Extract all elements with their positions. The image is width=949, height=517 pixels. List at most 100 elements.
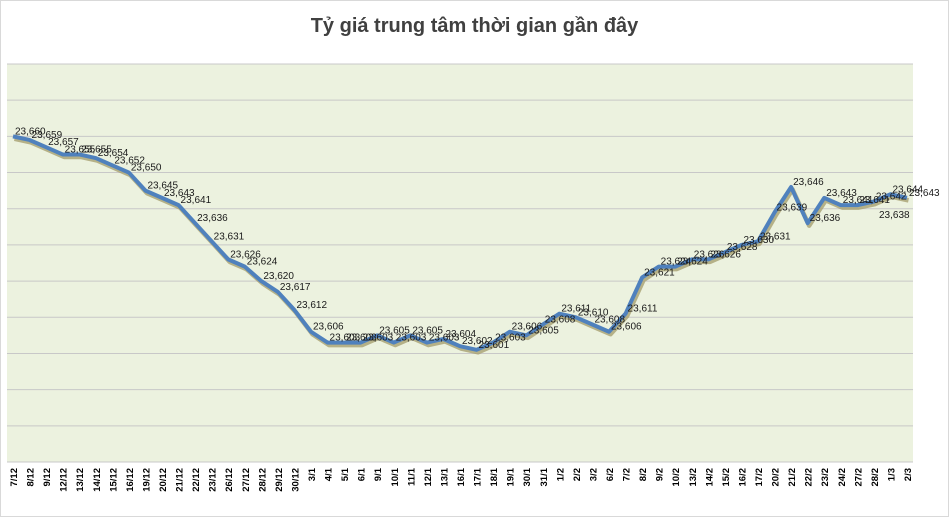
x-tick-label: 30/1 xyxy=(522,467,533,486)
plot-area xyxy=(7,64,913,462)
data-label: 23,605 xyxy=(528,325,559,336)
data-label: 23,660 xyxy=(15,126,46,137)
data-label: 23,631 xyxy=(214,231,245,242)
data-label: 23,643 xyxy=(909,188,940,199)
x-tick-label: 17/2 xyxy=(754,468,765,487)
data-label: 23,638 xyxy=(879,210,910,221)
x-tick-label: 3/2 xyxy=(588,468,599,481)
data-label: 23,643 xyxy=(164,188,195,199)
data-label: 23,657 xyxy=(48,137,79,148)
x-tick-label: 1/2 xyxy=(555,468,566,481)
x-tick-label: 8/12 xyxy=(26,468,37,487)
x-tick-label: 10/1 xyxy=(390,467,401,486)
data-label: 23,603 xyxy=(346,333,377,344)
series-line xyxy=(12,134,908,352)
data-label: 23,608 xyxy=(545,315,576,326)
data-label: 23,603 xyxy=(429,333,460,344)
x-tick-label: 21/2 xyxy=(787,468,798,487)
data-label: 23,636 xyxy=(810,213,841,224)
data-label: 23,606 xyxy=(313,322,344,333)
x-tick-label: 30/12 xyxy=(290,468,301,492)
data-label: 23,646 xyxy=(793,177,824,188)
x-tick-label: 19/12 xyxy=(141,468,152,492)
data-label: 23,611 xyxy=(628,304,658,315)
data-label: 23,601 xyxy=(479,340,510,351)
x-tick-label: 28/12 xyxy=(257,468,268,492)
data-label: 23,652 xyxy=(114,155,145,166)
data-label: 23,621 xyxy=(644,267,675,278)
data-label: 23,620 xyxy=(263,271,294,282)
data-label: 23,639 xyxy=(777,202,808,213)
x-tick-label: 13/1 xyxy=(439,467,450,486)
data-label: 23,636 xyxy=(197,213,228,224)
data-label: 23,606 xyxy=(512,322,543,333)
data-label: 23,624 xyxy=(677,257,708,268)
x-tick-label: 13/2 xyxy=(688,468,699,487)
data-label: 23,642 xyxy=(876,191,907,202)
data-label: 23,610 xyxy=(578,307,609,318)
x-tick-label: 7/12 xyxy=(9,468,20,487)
x-tick-label: 31/1 xyxy=(539,467,550,486)
x-tick-label: 20/2 xyxy=(771,468,782,487)
data-label: 23,626 xyxy=(694,249,725,260)
x-tick-label: 9/12 xyxy=(42,468,53,487)
x-tick-label: 1/3 xyxy=(886,468,897,481)
data-label: 23,624 xyxy=(661,257,692,268)
x-tick-label: 27/12 xyxy=(241,468,252,492)
x-tick-label: 3/1 xyxy=(307,467,318,481)
data-label: 23,654 xyxy=(98,148,129,159)
data-label: 23,604 xyxy=(445,329,476,340)
data-label: 23,624 xyxy=(247,257,278,268)
x-tick-label: 5/1 xyxy=(340,467,351,481)
data-label: 23,655 xyxy=(65,144,96,155)
x-tick-label: 20/12 xyxy=(158,468,169,492)
data-label: 23,641 xyxy=(859,195,890,206)
data-label: 23,645 xyxy=(147,181,178,192)
x-tick-label: 23/2 xyxy=(820,468,831,487)
x-tick-label: 29/12 xyxy=(274,468,285,492)
data-label: 23,605 xyxy=(379,325,410,336)
x-tick-label: 13/12 xyxy=(75,468,86,492)
x-tick-label: 22/12 xyxy=(191,468,202,492)
data-label: 23,641 xyxy=(181,195,212,206)
data-label: 23,603 xyxy=(396,333,427,344)
x-tick-label: 14/12 xyxy=(92,468,103,492)
x-tick-label: 27/2 xyxy=(853,468,864,487)
x-tick-label: 7/2 xyxy=(622,468,633,481)
gridlines xyxy=(7,63,913,463)
x-tick-label: 16/1 xyxy=(456,467,467,486)
x-axis-ticks: 7/12 8/12 9/12 12/12 13/12 14/12 15/12 16/12 19/… xyxy=(9,467,914,491)
data-label: 23,659 xyxy=(32,130,63,141)
data-label: 23,612 xyxy=(296,300,327,311)
x-tick-label: 9/2 xyxy=(655,468,666,481)
data-label: 23,650 xyxy=(131,163,162,174)
x-tick-label: 16/2 xyxy=(737,468,748,487)
x-tick-label: 12/12 xyxy=(59,468,70,492)
x-tick-label: 14/2 xyxy=(704,468,715,487)
x-tick-label: 6/1 xyxy=(357,467,368,481)
data-label: 23,605 xyxy=(412,325,443,336)
x-tick-label: 11/1 xyxy=(406,467,417,486)
data-label: 23,617 xyxy=(280,282,311,293)
data-label: 23,603 xyxy=(363,333,394,344)
chart-title: Tỷ giá trung tâm thời gian gần đây xyxy=(310,15,639,37)
x-tick-label: 16/12 xyxy=(125,468,136,492)
x-tick-label: 17/1 xyxy=(473,467,484,486)
x-tick-label: 22/2 xyxy=(804,468,815,487)
data-label: 23,602 xyxy=(462,336,493,347)
data-label: 23,611 xyxy=(561,304,591,315)
x-tick-label: 28/2 xyxy=(870,468,881,487)
data-label: 23,643 xyxy=(826,188,857,199)
x-tick-label: 10/2 xyxy=(671,468,682,487)
data-label: 23,630 xyxy=(743,235,774,246)
x-tick-label: 9/1 xyxy=(373,467,384,481)
x-tick-label: 15/2 xyxy=(721,468,732,487)
x-tick-label: 6/2 xyxy=(605,468,616,481)
x-tick-label: 24/2 xyxy=(837,468,848,487)
x-tick-label: 12/1 xyxy=(423,467,434,486)
data-label: 23,626 xyxy=(230,249,261,260)
series-layer xyxy=(12,134,909,355)
x-tick-label: 23/12 xyxy=(208,468,219,492)
